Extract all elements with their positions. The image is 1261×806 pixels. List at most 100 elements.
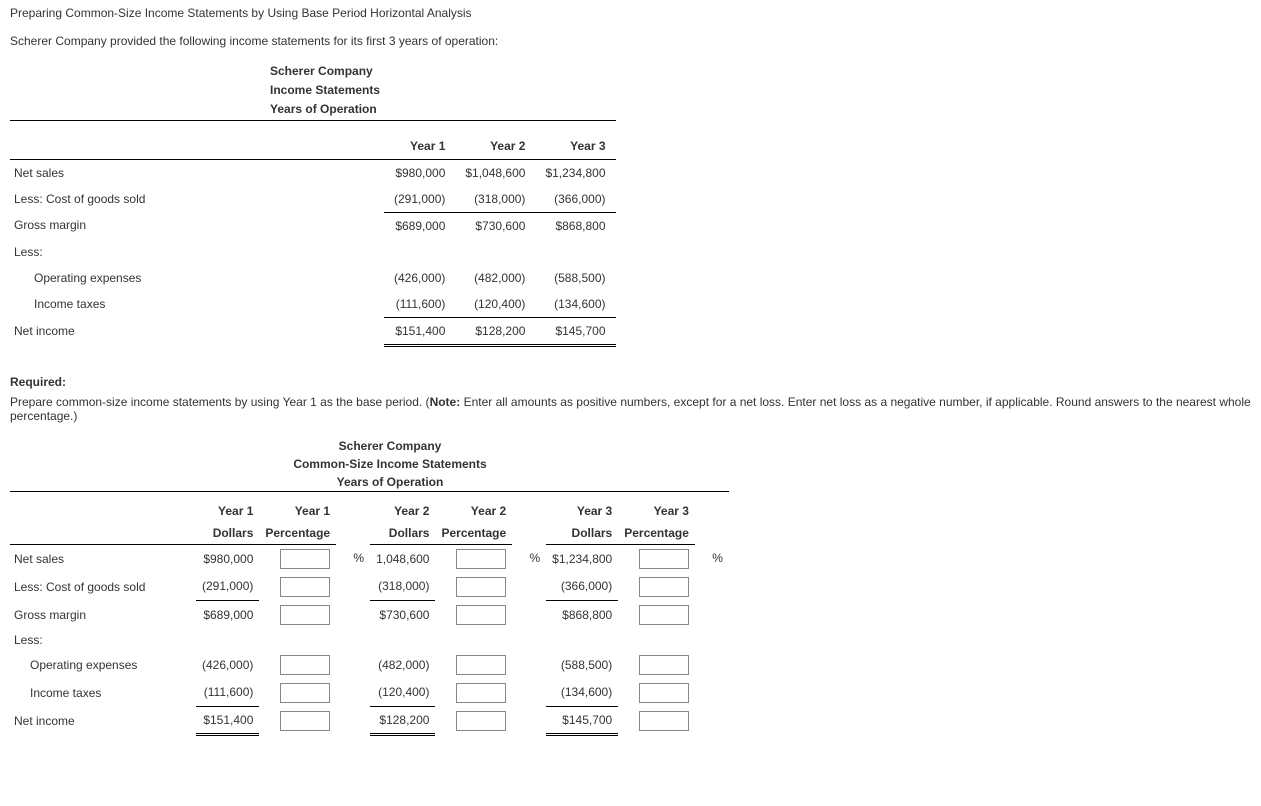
col-header-year1: Year 1	[384, 133, 455, 160]
cell-dollars: (291,000)	[196, 573, 259, 601]
percentage-input[interactable]	[280, 549, 330, 569]
cs-head-y3d: Year 3	[546, 500, 618, 522]
percentage-input[interactable]	[456, 549, 506, 569]
row-label: Income taxes	[10, 679, 196, 707]
cell-value: (120,400)	[455, 291, 535, 318]
cell-percentage	[259, 573, 336, 601]
cell-percentage	[435, 651, 512, 679]
cell-value: $151,400	[384, 317, 455, 345]
percentage-input[interactable]	[639, 683, 689, 703]
cs-head-y2p: Year 2	[435, 500, 512, 522]
cell-percentage	[435, 601, 512, 629]
percent-symbol	[336, 679, 370, 707]
percent-symbol: %	[695, 544, 729, 573]
percent-symbol	[336, 629, 370, 651]
cs-head-y1d: Year 1	[196, 500, 259, 522]
cs-sub-y1d: Dollars	[196, 522, 259, 545]
cell-percentage	[618, 679, 695, 707]
cell-percentage	[618, 707, 695, 735]
row-label: Less: Cost of goods sold	[10, 186, 384, 213]
cell-percentage	[618, 573, 695, 601]
col-header-year2: Year 2	[455, 133, 535, 160]
percentage-input[interactable]	[456, 605, 506, 625]
percentage-input[interactable]	[639, 655, 689, 675]
percentage-input[interactable]	[639, 711, 689, 731]
table-row: Net income$151,400$128,200$145,700	[10, 317, 616, 345]
table-row: Operating expenses(426,000)(482,000)(588…	[10, 651, 729, 679]
table-row: Operating expenses(426,000)(482,000)(588…	[10, 265, 616, 291]
cell-dollars: (482,000)	[370, 651, 435, 679]
cs-sub-y3p: Percentage	[618, 522, 695, 545]
percentage-input[interactable]	[280, 655, 330, 675]
percentage-input[interactable]	[639, 549, 689, 569]
cell-percentage	[259, 544, 336, 573]
percentage-input[interactable]	[639, 605, 689, 625]
cell-percentage	[259, 679, 336, 707]
percentage-input[interactable]	[456, 655, 506, 675]
cell-dollars: 1,048,600	[370, 544, 435, 573]
row-label: Less: Cost of goods sold	[10, 573, 196, 601]
cell-percentage	[435, 573, 512, 601]
required-label: Required:	[10, 375, 1251, 389]
cell-dollars: (134,600)	[546, 679, 618, 707]
percent-symbol	[512, 707, 546, 735]
cell-value: (134,600)	[535, 291, 615, 318]
cell-dollars: $1,234,800	[546, 544, 618, 573]
cell-dollars: $145,700	[546, 707, 618, 735]
table-row: Less: Cost of goods sold(291,000)(318,00…	[10, 186, 616, 213]
table-row: Net sales$980,000$1,048,600$1,234,800	[10, 159, 616, 186]
table-row: Less: Cost of goods sold(291,000) (318,00…	[10, 573, 729, 601]
cell-percentage	[435, 629, 512, 651]
percentage-input[interactable]	[280, 683, 330, 703]
cell-percentage	[618, 651, 695, 679]
cell-dollars	[546, 629, 618, 651]
percent-symbol	[336, 601, 370, 629]
percentage-input[interactable]	[280, 605, 330, 625]
cell-percentage	[618, 629, 695, 651]
percent-symbol	[695, 707, 729, 735]
cs-statement-name: Common-Size Income Statements	[10, 455, 770, 473]
cell-value: (291,000)	[384, 186, 455, 213]
cell-dollars	[370, 629, 435, 651]
row-label: Less:	[10, 629, 196, 651]
row-label: Net income	[10, 707, 196, 735]
percentage-input[interactable]	[280, 577, 330, 597]
cs-company-name: Scherer Company	[10, 437, 770, 455]
percentage-input[interactable]	[639, 577, 689, 597]
percentage-input[interactable]	[456, 577, 506, 597]
cell-value: $145,700	[535, 317, 615, 345]
cell-dollars: $128,200	[370, 707, 435, 735]
percentage-input[interactable]	[280, 711, 330, 731]
cell-value: $1,234,800	[535, 159, 615, 186]
cell-value: (318,000)	[455, 186, 535, 213]
cell-percentage	[435, 707, 512, 735]
table-row: Income taxes(111,600)(120,400)(134,600)	[10, 679, 729, 707]
row-label: Operating expenses	[10, 265, 384, 291]
table-row: Net sales$980,000%1,048,600%$1,234,800%	[10, 544, 729, 573]
cell-dollars: $980,000	[196, 544, 259, 573]
table-row: Less:	[10, 239, 616, 265]
row-label: Operating expenses	[10, 651, 196, 679]
cell-percentage	[259, 629, 336, 651]
percentage-input[interactable]	[456, 683, 506, 703]
percent-symbol: %	[336, 544, 370, 573]
percent-symbol	[695, 651, 729, 679]
cell-percentage	[259, 651, 336, 679]
percent-symbol	[695, 679, 729, 707]
required-note-label: Note:	[430, 395, 461, 409]
company-name: Scherer Company	[270, 62, 1251, 81]
cs-head-y3p: Year 3	[618, 500, 695, 522]
common-size-table: Year 1 Year 1 Year 2 Year 2 Year 3 Year …	[10, 491, 729, 737]
cs-sub-y1p: Percentage	[259, 522, 336, 545]
statement-name: Income Statements	[270, 81, 1251, 100]
cell-dollars: (426,000)	[196, 651, 259, 679]
cs-head-y1p: Year 1	[259, 500, 336, 522]
cell-percentage	[259, 601, 336, 629]
cell-value	[535, 239, 615, 265]
required-prefix: Prepare common-size income statements by…	[10, 395, 430, 409]
percent-symbol	[336, 573, 370, 601]
percentage-input[interactable]	[456, 711, 506, 731]
percent-symbol	[512, 601, 546, 629]
cell-dollars: (318,000)	[370, 573, 435, 601]
page-title: Preparing Common-Size Income Statements …	[10, 6, 1251, 20]
